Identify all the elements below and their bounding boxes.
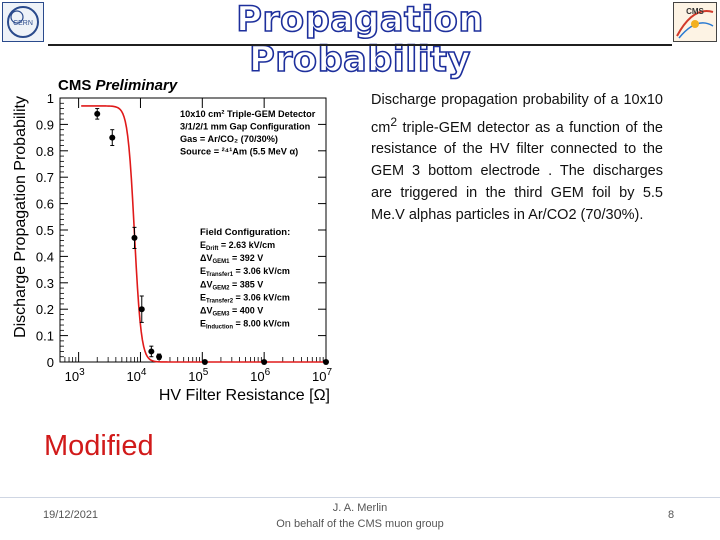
info-box-line: 10x10 cm² Triple-GEM Detector bbox=[180, 109, 316, 119]
x-axis-label: HV Filter Resistance [Ω] bbox=[159, 387, 330, 404]
data-point bbox=[323, 359, 329, 365]
y-tick-label: 0.6 bbox=[36, 197, 54, 212]
description-text-1: Discharge propagation probability of a 1… bbox=[371, 92, 663, 136]
x-tick-label: 107 bbox=[312, 367, 332, 384]
y-tick-label: 0.4 bbox=[36, 249, 54, 264]
footer-date: 19/12/2021 bbox=[43, 509, 99, 521]
data-point bbox=[131, 234, 138, 241]
field-config-line: ΔVGEM2 = 385 V bbox=[200, 279, 263, 291]
footer-author: J. A. Merlin bbox=[332, 502, 388, 514]
field-config-line: ETransfer1 = 3.06 kV/cm bbox=[200, 266, 290, 278]
slide-title: Propagation Probability bbox=[235, 0, 484, 81]
y-tick-label: 0.8 bbox=[36, 144, 54, 159]
description-text-2: triple-GEM detector as a function of the… bbox=[371, 119, 663, 223]
y-tick-label: 0.2 bbox=[36, 302, 54, 317]
plot-description: Discharge propagation probability of a 1… bbox=[371, 90, 663, 227]
propagation-probability-plot: 0 0.1 0.2 0.3 0.4 0.5 0.6 0.7 0.8 0.9 1 103 104 105 10… bbox=[12, 77, 332, 404]
y-tick-label: 0 bbox=[47, 355, 54, 370]
y-tick-label: 0.1 bbox=[36, 329, 54, 344]
svg-text:CMS: CMS bbox=[686, 7, 704, 16]
cern-logo: CERN bbox=[2, 2, 44, 42]
y-axis-label: Discharge Propagation Probability bbox=[12, 96, 29, 338]
description-superscript: 2 bbox=[390, 114, 398, 129]
page-number: 8 bbox=[668, 509, 675, 521]
footer-divider bbox=[0, 497, 720, 498]
field-config-title: Field Configuration: bbox=[200, 227, 290, 238]
data-point bbox=[94, 110, 101, 117]
field-config-line: EDrift = 2.63 kV/cm bbox=[200, 240, 275, 252]
footer-affiliation: On behalf of the CMS muon group bbox=[276, 518, 444, 530]
data-point bbox=[148, 348, 155, 355]
data-point bbox=[109, 134, 116, 141]
y-tick-label: 0.3 bbox=[36, 276, 54, 291]
field-config-line: EInduction = 8.00 kV/cm bbox=[200, 319, 290, 331]
modified-label: Modified bbox=[44, 430, 154, 462]
info-box-line: 3/1/2/1 mm Gap Configuration bbox=[180, 122, 311, 132]
info-box-line: Source = ²⁴¹Am (5.5 MeV α) bbox=[180, 147, 298, 157]
data-point bbox=[201, 359, 208, 365]
x-tick-label: 105 bbox=[188, 367, 208, 384]
y-tick-label: 0.5 bbox=[36, 223, 54, 238]
x-tick-label: 103 bbox=[65, 367, 85, 384]
y-tick-label: 1 bbox=[47, 91, 54, 106]
footer-author-block: J. A. Merlin On behalf of the CMS muon g… bbox=[260, 500, 460, 532]
field-config-line: ΔVGEM1 = 392 V bbox=[200, 253, 263, 265]
title-divider bbox=[48, 44, 672, 46]
cms-logo: CMS bbox=[673, 2, 717, 42]
y-tick-label: 0.9 bbox=[36, 117, 54, 132]
field-config-line: ΔVGEM3 = 400 V bbox=[200, 306, 263, 318]
plot-header: CMS Preliminary bbox=[58, 77, 178, 94]
x-tick-label: 106 bbox=[250, 367, 270, 384]
y-tick-label: 0.7 bbox=[36, 170, 54, 185]
data-point bbox=[138, 306, 145, 313]
info-box-line: Gas = Ar/CO₂ (70/30%) bbox=[180, 134, 278, 144]
field-config-line: ETransfer2 = 3.06 kV/cm bbox=[200, 292, 290, 304]
svg-text:CERN: CERN bbox=[13, 20, 33, 27]
data-point bbox=[156, 353, 163, 360]
data-point bbox=[261, 359, 268, 365]
x-tick-label: 104 bbox=[126, 367, 146, 384]
